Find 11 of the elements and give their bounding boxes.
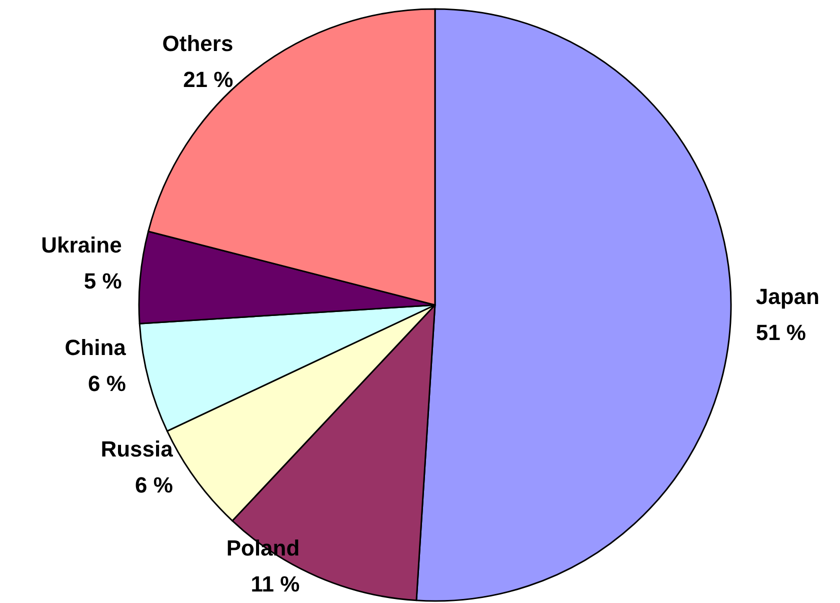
slice-label: Others	[162, 31, 234, 56]
data-label: 6 %	[134, 472, 173, 498]
slice-label: Ukraine	[41, 232, 122, 258]
slice-label: Japan	[756, 284, 820, 310]
data-label: 6 %	[88, 370, 126, 396]
data-label: 11 %	[250, 572, 300, 596]
data-label: 5 %	[84, 268, 122, 294]
data-label: 51 %	[756, 320, 806, 346]
slice-label: China	[64, 334, 127, 360]
data-label: 21 %	[183, 67, 234, 92]
slice-label: Russia	[100, 436, 174, 462]
